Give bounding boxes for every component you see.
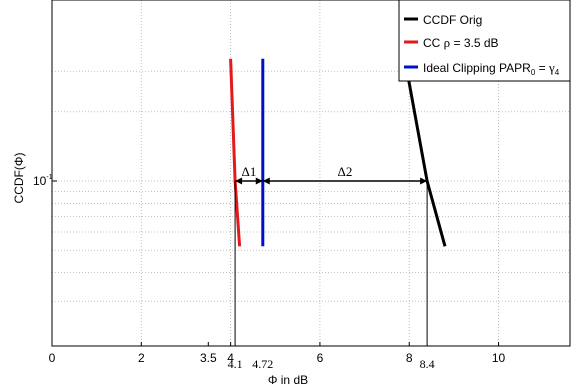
x-tick-label: 0 xyxy=(49,351,56,365)
arrow-head xyxy=(235,177,243,185)
y-tick-label: 10-1 xyxy=(33,174,53,188)
delta-label-1: Δ1 xyxy=(241,164,256,179)
x-annotation-label: 4.72 xyxy=(252,357,273,371)
annotations: Δ1 Δ2 xyxy=(234,164,428,346)
x-tick-label: 3.5 xyxy=(200,351,217,365)
x-annotation-label: 4.1 xyxy=(228,357,243,371)
axis-ticks: 0 2 4 6 8 10 3.5 4.1 4.72 8.4 xyxy=(49,180,506,371)
x-tick-label: 10 xyxy=(492,351,506,365)
arrow-head xyxy=(420,177,428,185)
x-tick-label: 2 xyxy=(138,351,145,365)
x-tick-label: 8 xyxy=(406,351,413,365)
arrow-head xyxy=(255,177,263,185)
delta-label-2: Δ2 xyxy=(338,164,353,179)
legend-label-ideal: Ideal Clipping PAPR0 = γ4 xyxy=(423,60,560,77)
y-axis-label: CCDF(Φ) xyxy=(12,153,26,204)
plot-frame xyxy=(51,0,571,347)
x-tick-label: 6 xyxy=(317,351,324,365)
legend: CCDF Orig CC ρ = 3.5 dB Ideal Clipping P… xyxy=(398,0,571,82)
legend-label-cc: CC ρ = 3.5 dB xyxy=(423,35,499,50)
x-tick-label: 4 xyxy=(227,351,234,365)
x-annotation-label: 8.4 xyxy=(420,357,435,371)
x-axis-label: Φ in dB xyxy=(268,373,308,387)
arrow-head xyxy=(262,177,270,185)
legend-label-orig: CCDF Orig xyxy=(423,13,482,27)
